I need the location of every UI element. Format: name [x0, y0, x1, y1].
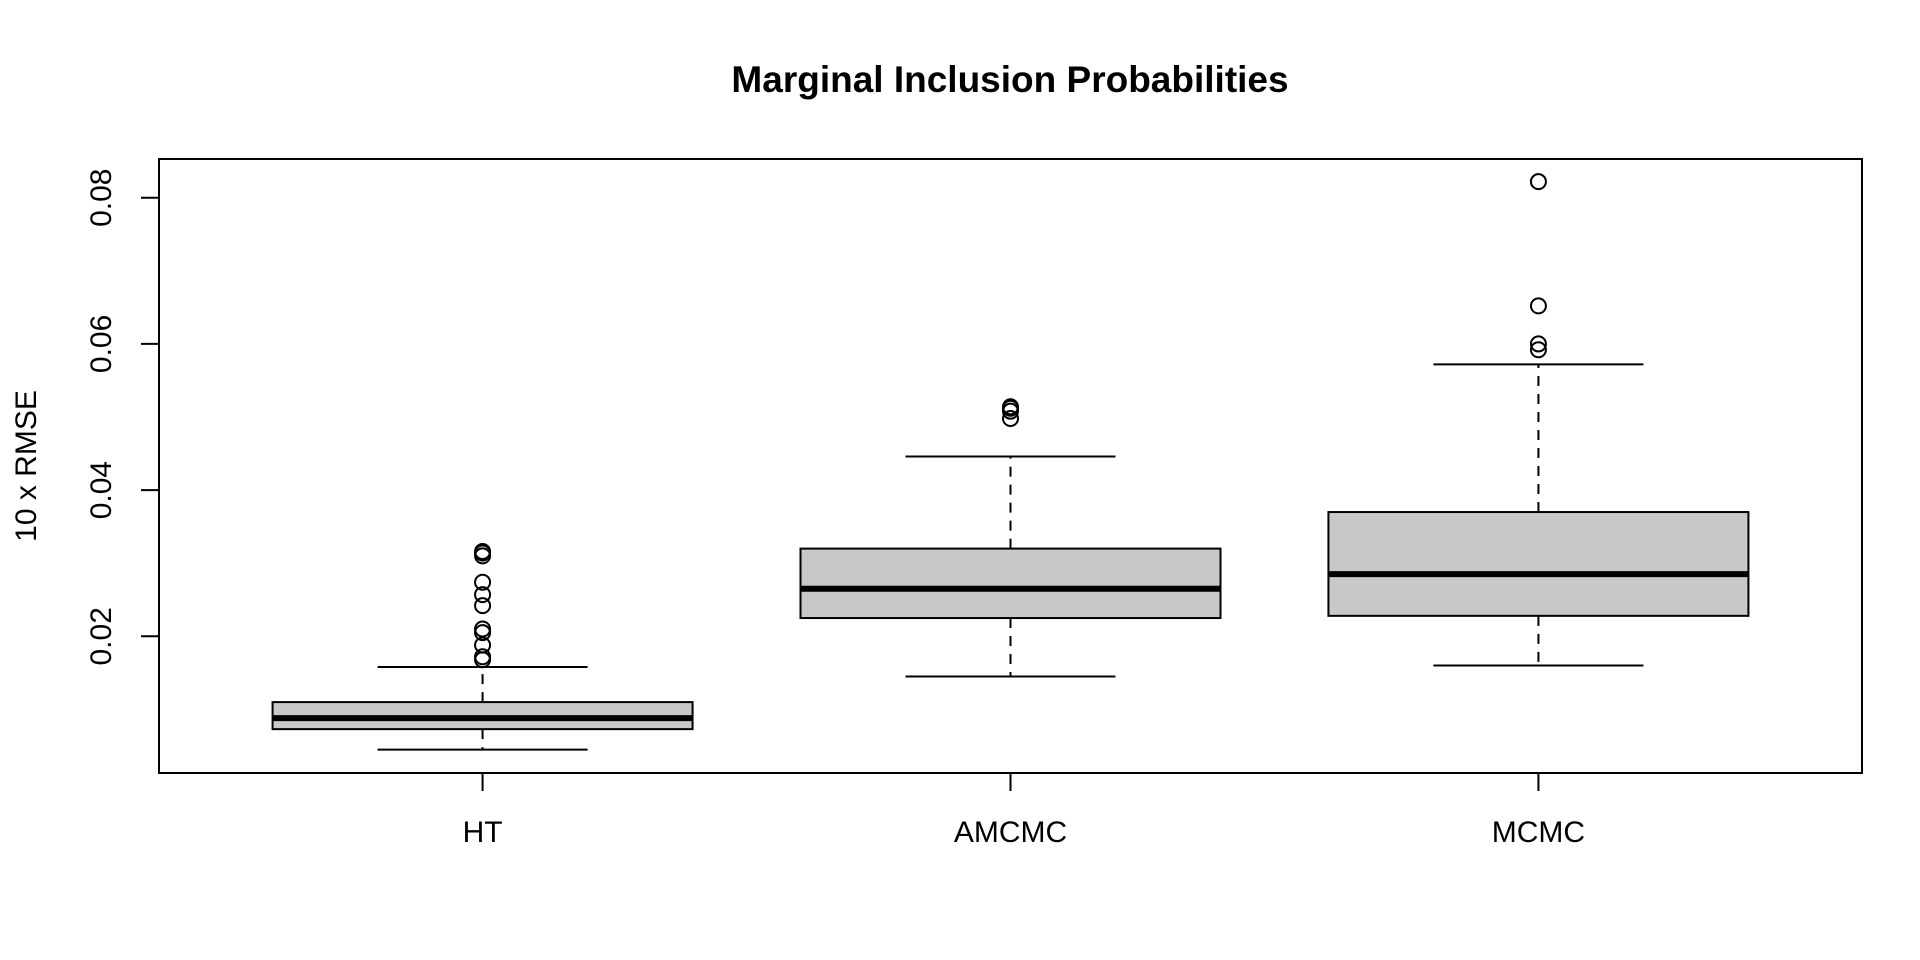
y-tick-label: 0.08 — [85, 169, 118, 227]
y-axis: 0.02 0.04 0.06 0.08 — [85, 169, 160, 666]
y-tick-label: 0.06 — [85, 315, 118, 373]
box-group — [271, 543, 694, 751]
outlier-point — [474, 636, 492, 654]
outlier-point — [474, 648, 492, 666]
outlier-point — [1529, 297, 1547, 315]
y-tick-label: 0.02 — [85, 607, 118, 665]
outlier-point — [1529, 173, 1547, 191]
x-tick-label: MCMC — [1492, 816, 1585, 849]
box-group — [1327, 173, 1750, 667]
outlier-point — [1529, 341, 1547, 359]
outlier-point — [474, 586, 492, 604]
outlier-point — [474, 597, 492, 615]
x-tick-label: HT — [463, 816, 503, 849]
box-group — [799, 398, 1222, 678]
iqr-box — [799, 547, 1222, 620]
outlier-point — [474, 620, 492, 638]
y-axis-label: 10 x RMSE — [10, 390, 43, 542]
outlier-point — [1002, 409, 1019, 427]
chart-title: Marginal Inclusion Probabilities — [731, 59, 1288, 100]
iqr-box — [1327, 511, 1750, 617]
outlier-point — [1529, 335, 1547, 353]
outlier-point — [474, 573, 492, 591]
outlier-point — [1002, 398, 1019, 416]
boxes-layer — [271, 173, 1750, 751]
y-tick-label: 0.04 — [85, 461, 118, 519]
outlier-point — [474, 543, 492, 561]
plot-frame — [158, 158, 1863, 774]
x-tick-label: AMCMC — [954, 816, 1067, 849]
x-axis: HT AMCMC MCMC — [463, 773, 1585, 849]
